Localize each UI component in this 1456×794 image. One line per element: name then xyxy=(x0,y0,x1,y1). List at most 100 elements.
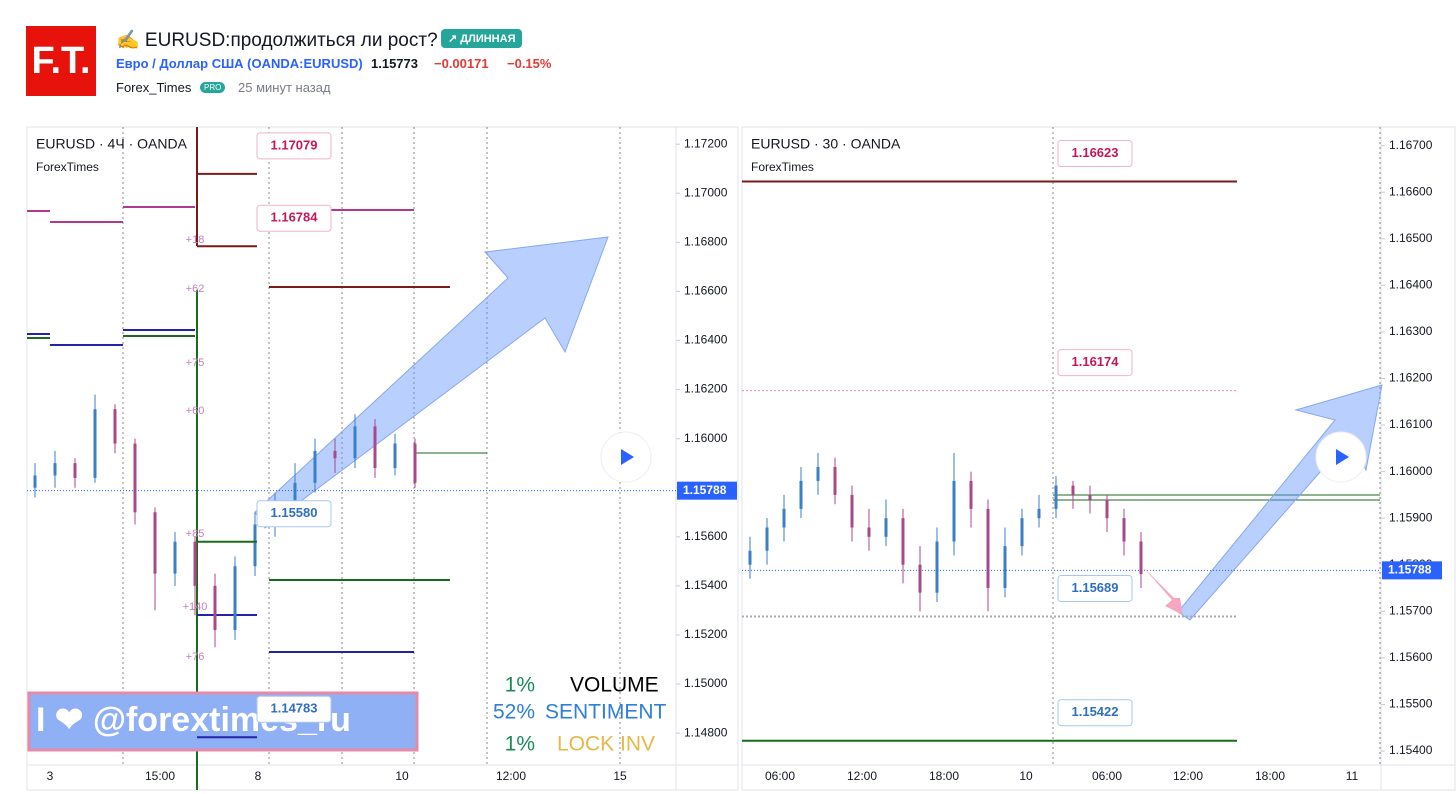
y-tick-label: 1.15200 xyxy=(684,627,728,641)
last-price: 1.15788 xyxy=(1388,563,1432,577)
candle-body xyxy=(353,426,357,459)
candle-body xyxy=(748,550,752,565)
x-tick-label: 10 xyxy=(395,769,409,783)
level-label-box xyxy=(256,204,332,232)
candle-body xyxy=(765,527,769,551)
candle-body xyxy=(1088,494,1092,500)
level-label: 1.14783 xyxy=(271,701,318,716)
y-tick-label: 1.15700 xyxy=(1389,603,1433,617)
x-tick-label: 12:00 xyxy=(496,769,526,783)
play-icon xyxy=(621,449,634,465)
candle-body xyxy=(173,541,177,574)
symbol: EURUSD · 4Ч · OANDA xyxy=(36,136,188,152)
y-tick-label: 1.16600 xyxy=(1389,184,1433,198)
candle-body xyxy=(1020,518,1024,547)
level-label: 1.16784 xyxy=(271,210,319,225)
candle-body xyxy=(884,518,888,537)
candle-body xyxy=(233,566,237,631)
change-pct: −0.15% xyxy=(507,56,552,71)
y-tick-label: 1.16000 xyxy=(1389,464,1433,478)
x-tick-label: 12:00 xyxy=(847,769,877,783)
author: ForexTimes xyxy=(36,160,99,174)
level-label-box xyxy=(256,500,332,528)
symbol: EURUSD · 30 · OANDA xyxy=(751,136,901,152)
y-tick-label: 1.15500 xyxy=(1389,697,1433,711)
author-badge: PRO xyxy=(200,82,226,93)
candle-body xyxy=(253,524,257,567)
panel xyxy=(741,126,1456,791)
x-tick-label: 10 xyxy=(1019,769,1033,783)
y-tick-label: 1.15000 xyxy=(684,676,728,690)
stat-label: VOLUME xyxy=(570,674,659,697)
candle-body xyxy=(935,541,939,593)
author[interactable]: Forex_Times xyxy=(116,80,192,95)
candle-body xyxy=(1105,499,1109,519)
play-icon xyxy=(1336,449,1349,465)
x-tick-label: 18:00 xyxy=(929,769,959,783)
session-lines xyxy=(122,127,1381,765)
panel xyxy=(26,126,739,791)
candle-body xyxy=(33,475,37,488)
level-label-box xyxy=(256,132,332,160)
candle-body xyxy=(193,541,197,586)
level-label: 1.16174 xyxy=(1072,354,1120,369)
candle-body xyxy=(213,585,217,631)
candle-body xyxy=(850,494,854,528)
level-label-box xyxy=(256,695,332,723)
stat: 1% xyxy=(505,733,535,756)
y-tick-label: 1.16200 xyxy=(684,382,728,396)
y-tick-label: 1.16600 xyxy=(684,284,728,298)
candle-body xyxy=(1003,546,1007,589)
candle-body xyxy=(293,482,297,513)
level-label: 1.15422 xyxy=(1072,704,1119,719)
candle-body xyxy=(373,426,377,469)
delta: +62 xyxy=(186,283,205,295)
logo: F.T. xyxy=(26,26,96,96)
y-tick-label: 1.15400 xyxy=(1389,743,1433,757)
y-tick-label: 1.16500 xyxy=(1389,231,1433,245)
candle-body xyxy=(413,443,417,483)
delta: +75 xyxy=(186,357,205,369)
price: 1.15773 xyxy=(371,56,418,71)
candle-body xyxy=(833,466,837,495)
y-tick-label: 1.16000 xyxy=(684,431,728,445)
y-tick-label: 1.15400 xyxy=(684,578,728,592)
arrow xyxy=(1143,567,1183,615)
candle-body xyxy=(969,480,973,509)
x-tick-label: 8 xyxy=(255,769,262,783)
delta: +85 xyxy=(186,528,205,540)
candle-body xyxy=(53,463,57,476)
candle-body xyxy=(952,480,956,542)
stat-label: SENTIMENT xyxy=(545,701,667,724)
candle-body xyxy=(333,450,337,459)
candle-body xyxy=(133,443,137,513)
y-tick-label: 1.16300 xyxy=(1389,324,1433,338)
level-label-box xyxy=(1057,574,1133,602)
x-tick-label: 3 xyxy=(47,769,54,783)
level-label: 1.17079 xyxy=(271,137,318,152)
instrument[interactable]: Евро / Доллар США (OANDA:EURUSD) xyxy=(116,56,363,71)
candle-body xyxy=(73,463,77,478)
delta: +60 xyxy=(186,405,205,417)
level-label-box xyxy=(1057,139,1133,167)
y-tick-label: 1.16200 xyxy=(1389,371,1433,385)
x-tick-label: 15 xyxy=(613,769,627,783)
stat-label: LOCK INV xyxy=(557,733,655,756)
x-tick-label: 06:00 xyxy=(1092,769,1122,783)
arrow xyxy=(1177,384,1383,621)
level-label: 1.15689 xyxy=(1072,580,1119,595)
last-price-box xyxy=(1382,561,1442,580)
delta: +18 xyxy=(186,234,205,246)
candle-body xyxy=(1139,541,1143,575)
x-tick-label: 06:00 xyxy=(765,769,795,783)
y-tick-label: 1.14800 xyxy=(684,725,728,739)
y-tick-label: 1.15600 xyxy=(684,529,728,543)
y-tick-label: 1.17000 xyxy=(684,185,728,199)
candle-body xyxy=(986,508,990,589)
candle-body xyxy=(918,564,922,593)
y-tick-label: 1.16700 xyxy=(1389,138,1433,152)
last-price-box xyxy=(677,481,737,500)
candle-body xyxy=(1071,485,1075,495)
change: −0.00171 xyxy=(434,56,489,71)
